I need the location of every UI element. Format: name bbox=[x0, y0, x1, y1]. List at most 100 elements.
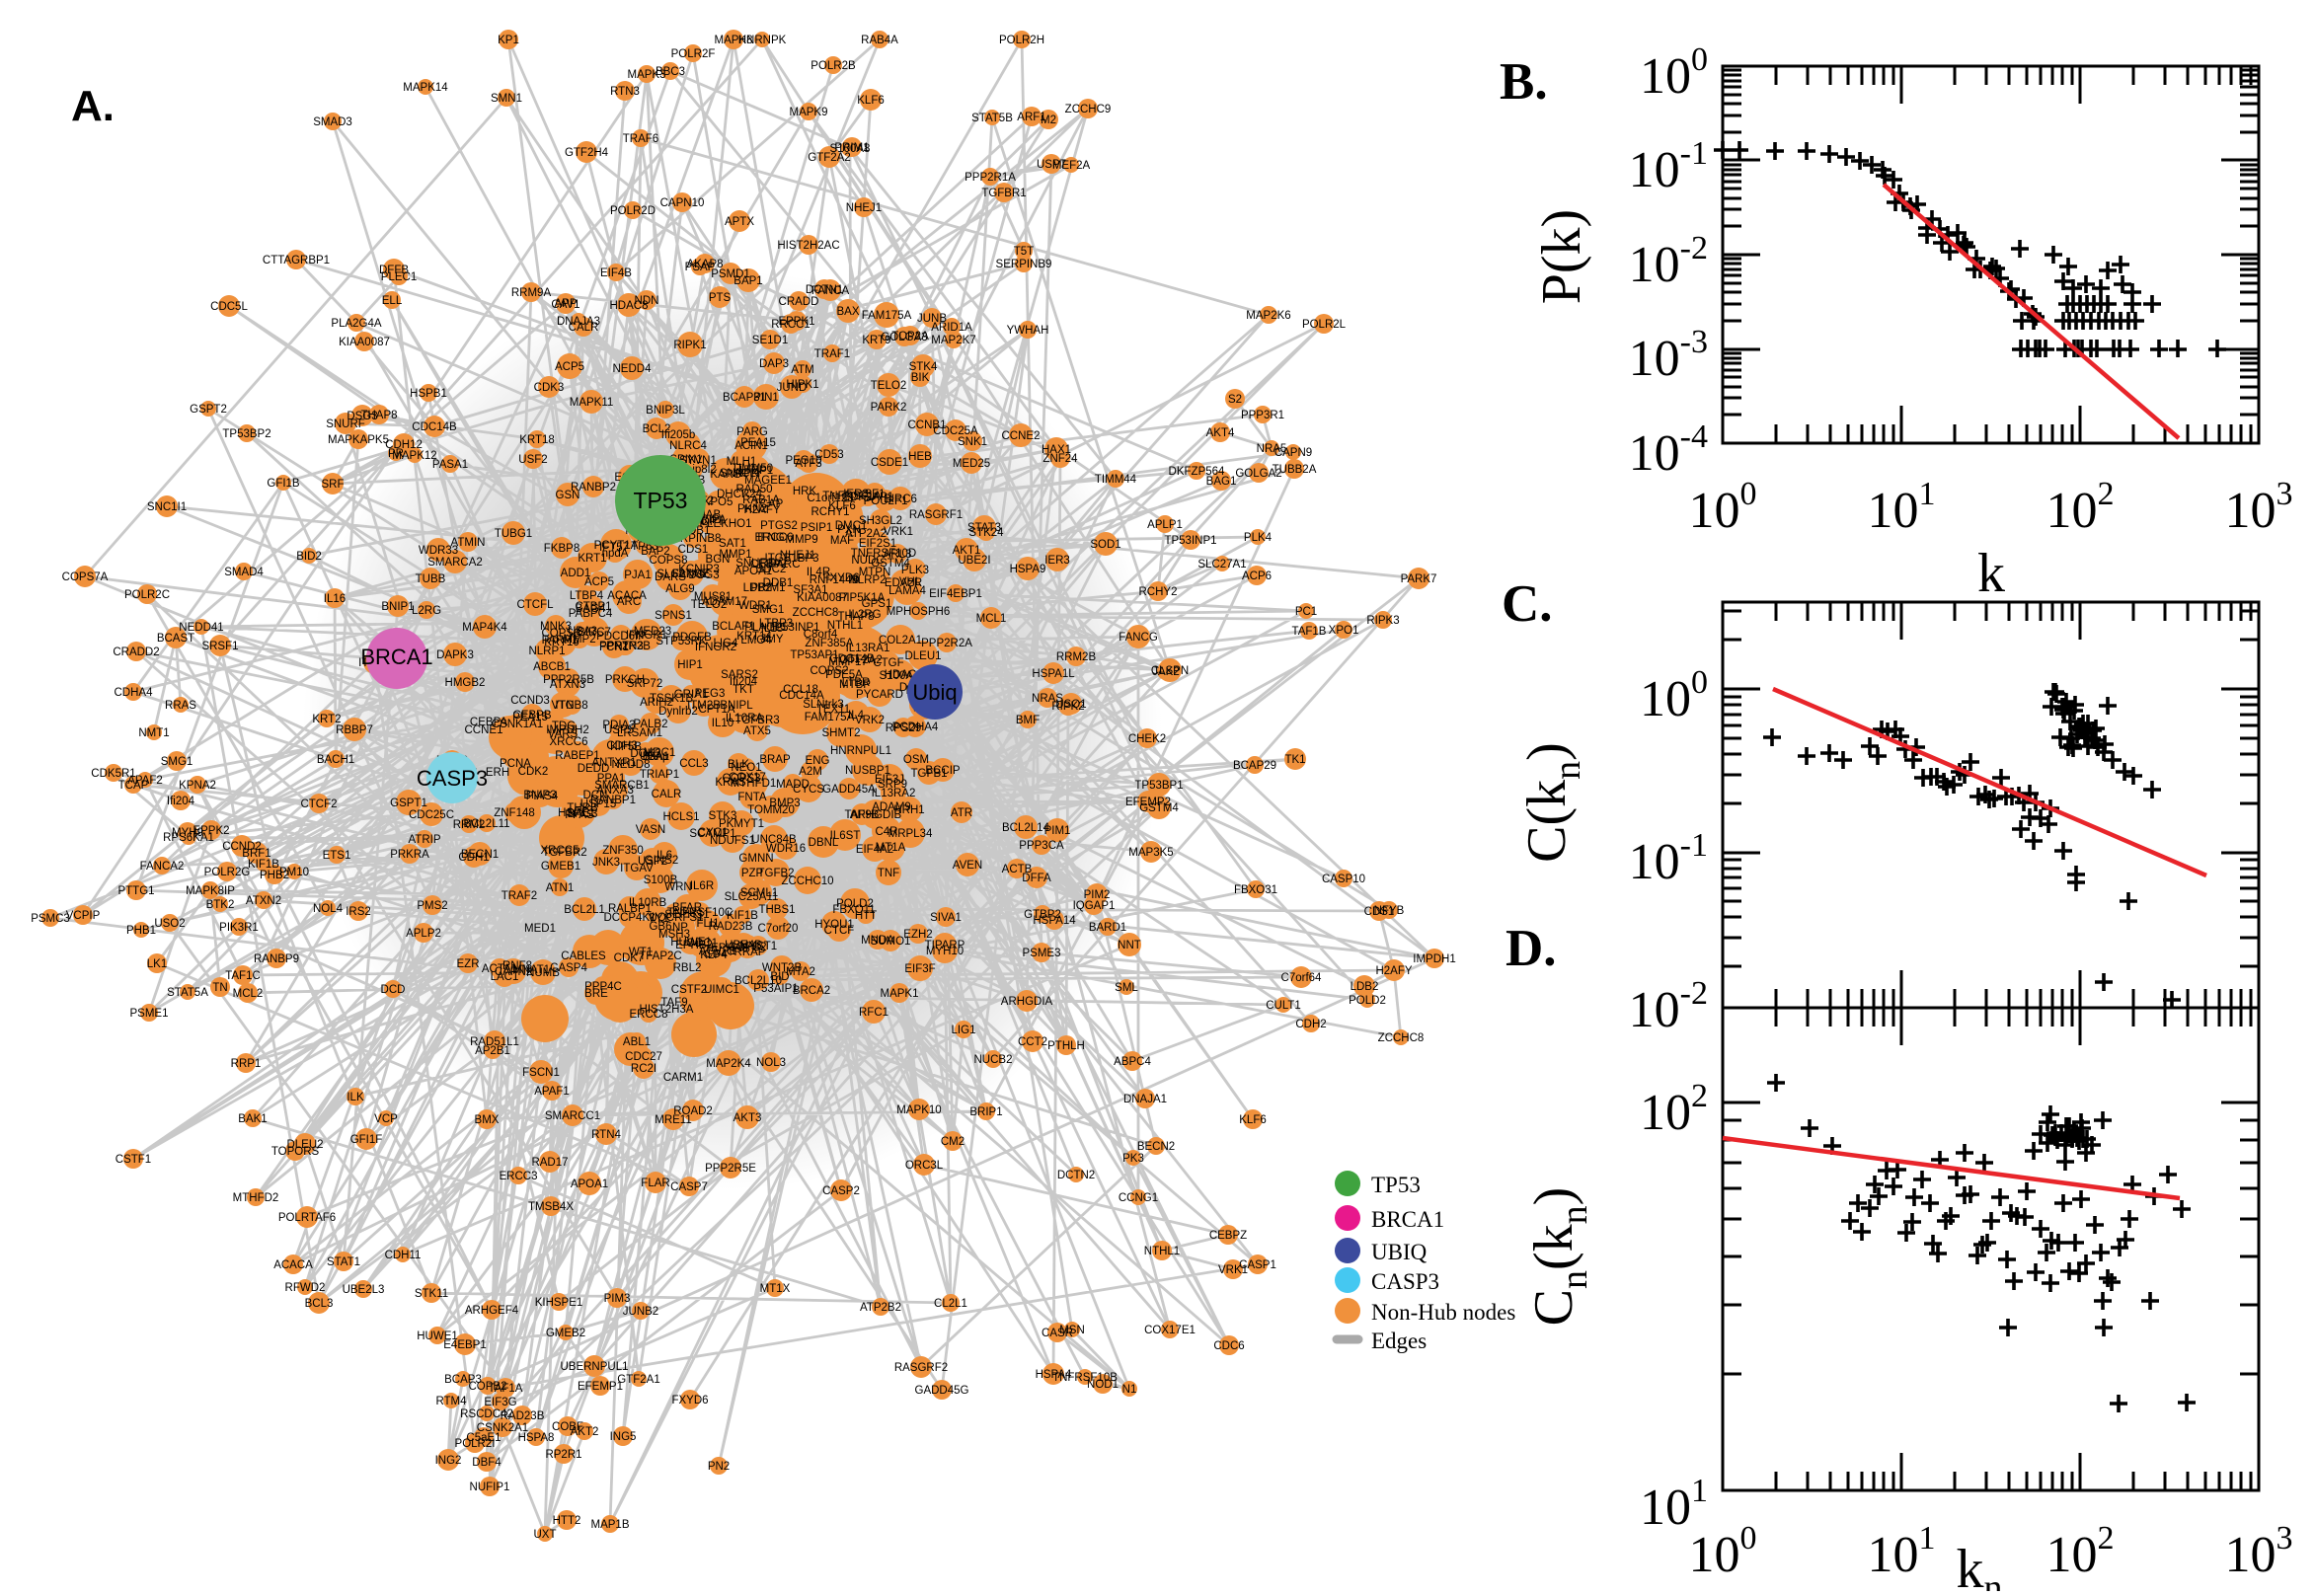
svg-text:BIK: BIK bbox=[911, 372, 930, 384]
svg-text:AKAP8: AKAP8 bbox=[686, 259, 723, 270]
svg-text:IL6: IL6 bbox=[656, 850, 672, 862]
svg-text:MAPK8IP: MAPK8IP bbox=[186, 885, 235, 897]
svg-text:ORC3L: ORC3L bbox=[905, 1160, 944, 1172]
svg-text:STAT5A: STAT5A bbox=[167, 987, 208, 999]
svg-text:MAPK3: MAPK3 bbox=[628, 69, 666, 81]
svg-text:BCL2L14: BCL2L14 bbox=[1002, 822, 1050, 834]
svg-text:USP15: USP15 bbox=[580, 798, 616, 810]
svg-text:IL10RA: IL10RA bbox=[726, 713, 764, 724]
svg-text:SMARCC1: SMARCC1 bbox=[545, 1110, 600, 1122]
svg-text:TAF1B: TAF1B bbox=[1292, 626, 1327, 638]
svg-text:ADAM17: ADAM17 bbox=[702, 596, 747, 608]
svg-text:JUNB2: JUNB2 bbox=[623, 1306, 658, 1318]
svg-text:TIMM44: TIMM44 bbox=[1095, 474, 1137, 486]
svg-text:E4EBP1: E4EBP1 bbox=[443, 1339, 486, 1351]
svg-text:NTHL1: NTHL1 bbox=[1144, 1246, 1180, 1257]
svg-text:ERCC6: ERCC6 bbox=[755, 532, 794, 544]
svg-text:EPHA3: EPHA3 bbox=[711, 943, 748, 954]
svg-text:ACTB: ACTB bbox=[1002, 864, 1033, 875]
svg-text:XPO5: XPO5 bbox=[703, 496, 733, 508]
svg-text:BRE: BRE bbox=[584, 988, 608, 1000]
svg-text:POLD2: POLD2 bbox=[836, 898, 874, 910]
svg-text:SMARCA2: SMARCA2 bbox=[427, 557, 483, 569]
svg-text:RAD23B: RAD23B bbox=[501, 1410, 545, 1422]
svg-text:CSDE1: CSDE1 bbox=[871, 457, 908, 469]
svg-text:HEB: HEB bbox=[908, 451, 932, 463]
svg-text:RRP1: RRP1 bbox=[231, 1058, 262, 1070]
svg-text:MAP2K7: MAP2K7 bbox=[931, 335, 975, 346]
svg-text:TOPORS: TOPORS bbox=[271, 1146, 320, 1158]
svg-text:PARC: PARC bbox=[769, 559, 800, 570]
svg-text:RAD50: RAD50 bbox=[735, 484, 772, 495]
svg-text:LAMA4: LAMA4 bbox=[888, 585, 926, 597]
svg-text:PIAS4: PIAS4 bbox=[526, 791, 559, 802]
svg-text:WNT2B: WNT2B bbox=[762, 962, 803, 974]
svg-text:DNAJA1: DNAJA1 bbox=[1123, 1094, 1167, 1105]
svg-text:AKT4: AKT4 bbox=[1206, 427, 1235, 439]
svg-text:KRT1: KRT1 bbox=[578, 553, 606, 565]
svg-text:CASP3: CASP3 bbox=[417, 766, 488, 791]
svg-text:ADAM9: ADAM9 bbox=[872, 801, 911, 813]
svg-text:KPNA2: KPNA2 bbox=[179, 780, 216, 792]
svg-text:RAB4A: RAB4A bbox=[861, 35, 898, 46]
svg-text:LTBP3: LTBP3 bbox=[759, 618, 793, 630]
svg-text:FANCE: FANCE bbox=[672, 569, 711, 580]
svg-text:HAX1: HAX1 bbox=[1042, 444, 1071, 456]
svg-text:CDH11: CDH11 bbox=[385, 1250, 422, 1261]
svg-text:TELO2: TELO2 bbox=[691, 599, 727, 611]
svg-text:XPO1: XPO1 bbox=[1329, 625, 1359, 637]
svg-text:TP53BP1: TP53BP1 bbox=[1134, 780, 1183, 792]
svg-text:RALBP1: RALBP1 bbox=[608, 903, 652, 915]
svg-text:SCML1: SCML1 bbox=[740, 887, 778, 899]
svg-text:JNK3: JNK3 bbox=[592, 857, 620, 869]
svg-text:SF3A1: SF3A1 bbox=[793, 584, 827, 596]
svg-text:CTCF: CTCF bbox=[824, 925, 855, 937]
svg-text:EDA2R: EDA2R bbox=[885, 577, 922, 589]
svg-text:GTF2H4: GTF2H4 bbox=[565, 147, 609, 159]
svg-text:POLD2: POLD2 bbox=[1349, 995, 1386, 1007]
svg-text:CRADD: CRADD bbox=[779, 296, 819, 308]
svg-text:IFNGR2: IFNGR2 bbox=[695, 642, 736, 653]
svg-text:TELO2: TELO2 bbox=[871, 380, 906, 392]
svg-text:ARL3: ARL3 bbox=[884, 549, 912, 561]
svg-text:UBE2L3: UBE2L3 bbox=[343, 1284, 385, 1296]
svg-text:CASP10: CASP10 bbox=[1322, 874, 1365, 885]
svg-text:RCHY2: RCHY2 bbox=[1139, 586, 1178, 598]
svg-text:UBE4B: UBE4B bbox=[725, 940, 762, 951]
svg-text:KIHSPE1: KIHSPE1 bbox=[535, 1297, 583, 1309]
svg-text:EFEMP1: EFEMP1 bbox=[578, 1381, 623, 1393]
svg-text:CTCFL: CTCFL bbox=[516, 599, 554, 611]
svg-text:PSIP1: PSIP1 bbox=[801, 522, 833, 534]
svg-text:MAPK8: MAPK8 bbox=[715, 35, 753, 46]
svg-text:IL4: IL4 bbox=[848, 710, 865, 722]
svg-text:MCL2: MCL2 bbox=[233, 988, 264, 1000]
svg-text:TRAF2: TRAF2 bbox=[502, 890, 537, 902]
svg-text:IL2RG: IL2RG bbox=[848, 609, 881, 621]
svg-text:DNAJA3: DNAJA3 bbox=[557, 316, 600, 328]
svg-text:YY1: YY1 bbox=[648, 913, 669, 925]
svg-text:RIPK1: RIPK1 bbox=[673, 340, 706, 351]
svg-text:TUBG1: TUBG1 bbox=[495, 528, 532, 540]
svg-text:HIP1: HIP1 bbox=[677, 659, 703, 671]
svg-text:POLRTAF6: POLRTAF6 bbox=[278, 1212, 336, 1224]
svg-text:ITGB1BP3: ITGB1BP3 bbox=[765, 553, 819, 565]
svg-text:CD53: CD53 bbox=[814, 449, 843, 461]
svg-text:ARF1: ARF1 bbox=[1017, 112, 1045, 123]
svg-text:LMO4: LMO4 bbox=[740, 635, 772, 646]
svg-text:KLF4: KLF4 bbox=[700, 950, 728, 961]
svg-text:RRAS: RRAS bbox=[165, 700, 196, 712]
svg-text:PM10: PM10 bbox=[279, 867, 309, 878]
svg-text:BID: BID bbox=[770, 971, 789, 983]
svg-text:FXYD6: FXYD6 bbox=[671, 1395, 708, 1406]
svg-text:ILK: ILK bbox=[347, 1092, 364, 1103]
svg-text:VRK2: VRK2 bbox=[855, 715, 885, 726]
svg-text:HTT2: HTT2 bbox=[553, 1515, 581, 1527]
svg-text:RANBP2: RANBP2 bbox=[571, 482, 616, 494]
svg-text:ZNF148: ZNF148 bbox=[494, 807, 535, 819]
svg-text:APP: APP bbox=[554, 298, 577, 310]
svg-text:ARID1A: ARID1A bbox=[931, 322, 972, 334]
svg-text:C7orf20: C7orf20 bbox=[758, 923, 799, 935]
svg-text:CASP2: CASP2 bbox=[822, 1185, 860, 1197]
svg-text:CL2L1: CL2L1 bbox=[934, 1298, 967, 1310]
svg-text:COPB2: COPB2 bbox=[469, 1381, 507, 1393]
